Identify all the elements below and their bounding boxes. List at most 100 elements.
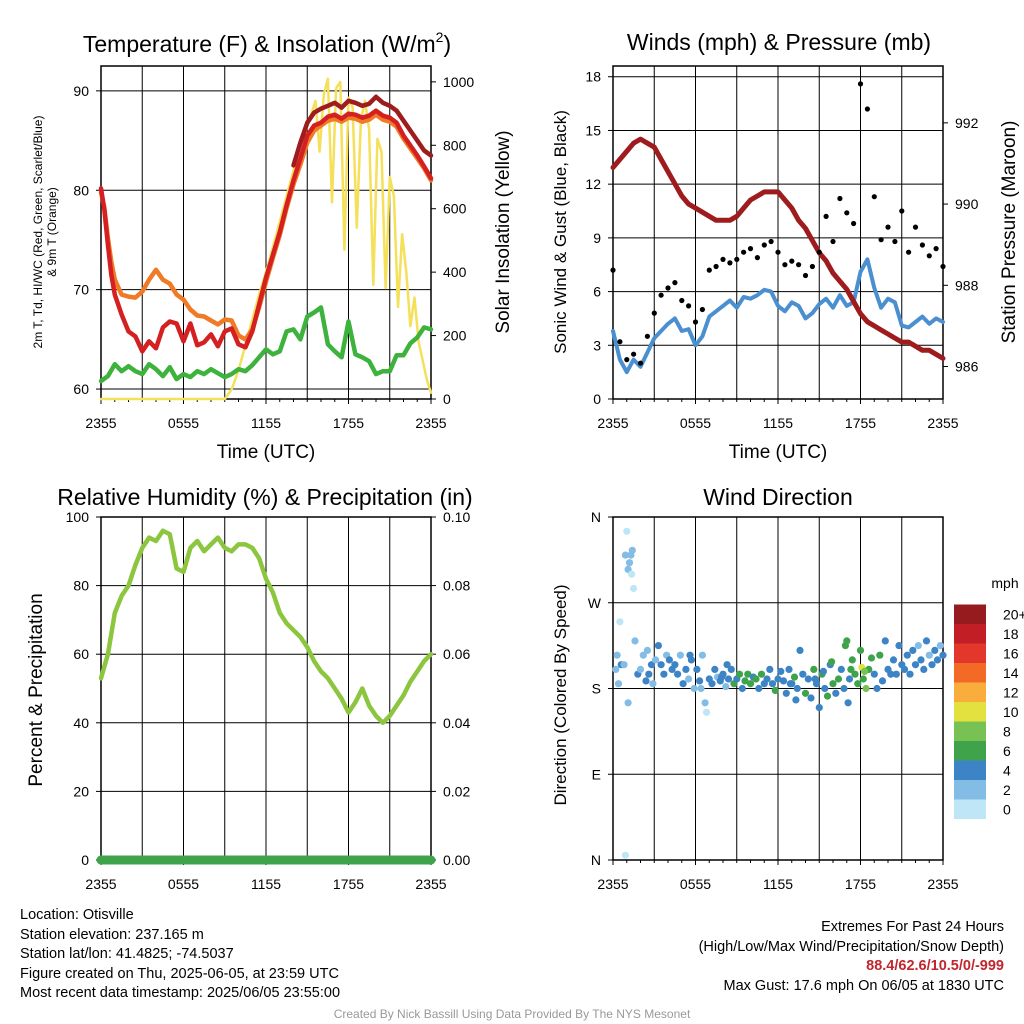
direction-point xyxy=(895,642,903,650)
gust-point xyxy=(741,249,747,255)
direction-point xyxy=(909,646,917,655)
gust-point xyxy=(885,224,891,230)
direction-point xyxy=(936,642,944,650)
y-right-axis-label: Solar Insolation (Yellow) xyxy=(493,130,514,333)
direction-point xyxy=(922,637,931,645)
y-tick-label: N xyxy=(591,509,601,525)
legend-label: 0 xyxy=(1003,801,1011,817)
direction-point xyxy=(665,656,674,664)
gust-point xyxy=(727,260,733,266)
legend-label: 6 xyxy=(1003,743,1011,759)
gust-point xyxy=(768,238,774,245)
direction-point xyxy=(671,661,679,669)
credit-line: Created By Nick Bassill Using Data Provi… xyxy=(333,1007,691,1021)
series-line-td xyxy=(98,305,434,384)
direction-point xyxy=(741,677,749,685)
y-axis-label: Percent & Precipitation xyxy=(26,593,47,786)
legend-swatch xyxy=(954,682,986,702)
y-right-tick-label: 200 xyxy=(443,328,467,344)
direction-point xyxy=(900,665,909,674)
direction-point xyxy=(686,651,694,659)
y-axis-label: Direction (Colored By Speed) xyxy=(551,584,570,805)
chart-title: Relative Humidity (%) & Precipitation (i… xyxy=(57,484,472,510)
direction-point xyxy=(829,680,837,688)
gust-point xyxy=(802,272,809,279)
gust-point xyxy=(720,256,726,262)
x-tick-label: 2355 xyxy=(415,876,446,892)
gust-point xyxy=(624,357,630,363)
direction-point xyxy=(616,618,624,626)
direction-point xyxy=(821,684,829,693)
x-tick-label: 2355 xyxy=(85,876,116,892)
y-right-tick-label: 0.08 xyxy=(443,578,470,594)
direction-point xyxy=(625,559,634,567)
x-tick-label: 2355 xyxy=(597,415,628,431)
direction-point xyxy=(630,584,638,593)
y-tick-label: E xyxy=(592,766,601,782)
x-tick-label: 1755 xyxy=(333,876,364,892)
direction-point xyxy=(911,661,920,669)
direction-point xyxy=(914,642,922,650)
direction-point xyxy=(613,651,621,659)
direction-point xyxy=(744,670,752,678)
x-tick-label: 0555 xyxy=(168,876,199,892)
direction-point xyxy=(847,665,855,674)
gust-point xyxy=(940,263,946,270)
gust-point xyxy=(734,256,740,262)
y-right-tick-label: 992 xyxy=(955,115,979,131)
station-location: Location: Otisville xyxy=(20,907,134,923)
direction-point xyxy=(878,677,887,685)
y-tick-label: 60 xyxy=(73,381,89,397)
direction-point xyxy=(819,667,828,676)
direction-point xyxy=(647,661,656,669)
y-tick-label: W xyxy=(588,595,602,611)
gust-point xyxy=(761,242,767,248)
extremes-values: 88.4/62.6/10.5/0/-999 xyxy=(866,958,1004,974)
gust-point xyxy=(796,262,802,268)
direction-point xyxy=(834,675,843,683)
extremes-subtitle: (High/Low/Max Wind/Precipitation/Snow De… xyxy=(698,938,1004,955)
direction-point xyxy=(746,680,755,688)
direction-point xyxy=(862,684,870,693)
direction-point xyxy=(696,677,704,685)
y-tick-label: 12 xyxy=(585,176,601,192)
legend-label: 10 xyxy=(1003,704,1019,720)
gust-point xyxy=(912,224,919,230)
direction-point xyxy=(718,673,726,681)
direction-point xyxy=(870,670,878,678)
y-tick-label: 0 xyxy=(81,852,89,868)
gust-point xyxy=(871,194,877,200)
direction-point xyxy=(624,699,632,707)
y-tick-label: 70 xyxy=(73,282,89,298)
direction-point xyxy=(801,689,810,697)
direction-point xyxy=(779,677,788,685)
legend-swatch xyxy=(954,741,986,761)
direction-point xyxy=(628,570,636,578)
gust-point xyxy=(713,263,719,270)
legend-swatch xyxy=(954,780,986,800)
x-tick-label: 1155 xyxy=(763,876,793,892)
direction-point xyxy=(928,661,936,669)
direction-point xyxy=(786,680,795,688)
gust-point xyxy=(775,249,781,255)
y-tick-label: 6 xyxy=(593,284,601,300)
station-elevation: Station elevation: 237.165 m xyxy=(20,926,204,943)
chart-title: Temperature (F) & Insolation (W/m2) xyxy=(83,29,451,57)
y-tick-label: 60 xyxy=(73,646,89,662)
gust-point xyxy=(631,351,637,357)
direction-point xyxy=(832,689,840,697)
direction-point xyxy=(768,680,777,688)
gust-point xyxy=(658,292,664,298)
y-tick-label: 100 xyxy=(66,509,90,525)
x-tick-label: 0555 xyxy=(168,415,199,431)
direction-point xyxy=(724,675,733,683)
legend-swatch xyxy=(954,702,986,722)
max-gust: Max Gust: 17.6 mph On 06/05 at 1830 UTC xyxy=(723,977,1004,994)
direction-point xyxy=(628,546,636,554)
y-right-tick-label: 986 xyxy=(955,359,979,375)
direction-point xyxy=(906,670,914,678)
y-tick-label: 40 xyxy=(73,715,89,731)
gust-point xyxy=(906,249,912,255)
chart-title-end: ) xyxy=(443,31,451,57)
legend-swatch xyxy=(954,663,986,683)
